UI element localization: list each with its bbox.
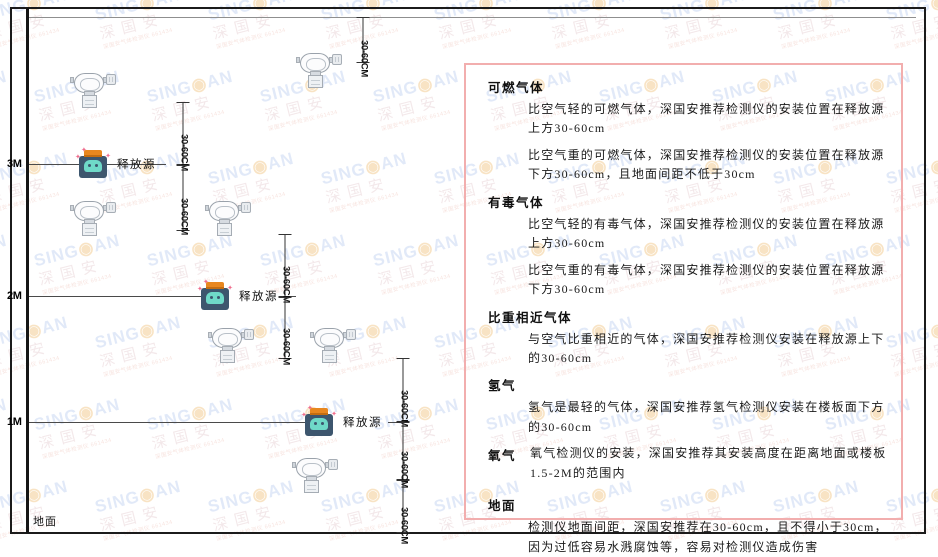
outer-frame [10,7,926,534]
gas-source-bottle-icon: ✦ ✦ ✦ [197,278,233,310]
axis-label-1m: 1M [7,416,22,428]
guidance-text: 检测仪地面间距，深国安推荐在30-60cm，且不得小于30cm，因为过低容易水溅… [528,520,888,554]
guidance-section-title: 可燃气体 [488,81,545,95]
guidance-section-title: 有毒气体 [488,195,545,210]
ceiling-line [26,17,916,18]
dimension-label: 30-60CM [280,328,292,365]
guidance-panel: 可燃气体比空气轻的可燃气体，深国安推荐检测仪的安装位置在释放源上方30-60cm… [464,63,903,554]
level-line-2m [26,296,216,297]
watermark-brand: SING◉AN [0,66,9,92]
dimension-ruler-3m-lower: 30-60CM [176,165,190,235]
guidance-section: 氧气 氧气检测仪的安装，深国安推荐其安装高度在距离地面或楼板1.5-2M的范围内 [480,444,893,483]
guidance-text: 比空气轻的可燃气体，深国安推荐检测仪的安装位置在释放源上方30-60cm [528,102,885,136]
release-source-3m: ✦ ✦ ✦ 释放源 [75,146,156,178]
gas-detector-icon [70,70,116,110]
guidance-section-title: 氧气 [488,449,517,464]
guidance-text: 氢气是最轻的气体，深国安推荐氢气检测仪安装在楼板面下方的30-60cm [528,400,885,434]
guidance-section: 有毒气体比空气轻的有毒气体，深国安推荐检测仪的安装位置在释放源上方30-60cm… [480,192,893,300]
guidance-section: 可燃气体比空气轻的可燃气体，深国安推荐检测仪的安装位置在释放源上方30-60cm… [480,77,893,185]
dimension-ruler-1m-lower: 30-60CM [396,480,410,543]
guidance-section-title: 地面 [488,499,517,514]
gas-detector-icon [310,325,356,365]
gas-source-bottle-icon: ✦ ✦ ✦ [75,146,111,178]
watermark-brand: SING◉AN [0,230,9,256]
axis-label-2m: 2M [7,290,22,302]
guidance-text: 比空气轻的有毒气体，深国安推荐检测仪的安装位置在释放源上方30-60cm [528,216,885,251]
release-source-2m: ✦ ✦ ✦ 释放源 [197,278,278,310]
dimension-label: 30-60CM [178,198,190,235]
dimension-label: 30-60CM [398,506,410,544]
release-source-label: 释放源 [343,417,382,429]
gas-detector-icon [296,50,342,90]
vertical-axis [26,8,29,533]
guidance-text: 与空气比重相近的气体，深国安推荐检测仪安装在释放源上下的30-60cm [528,331,885,365]
release-source-label: 释放源 [117,159,156,171]
dimension-ruler-3m-upper: 30-60CM [176,102,190,170]
guidance-section: 比重相近气体与空气比重相近的气体，深国安推荐检测仪安装在释放源上下的30-60c… [480,307,893,369]
dimension-ruler-ceiling: 30-60CM [356,17,370,77]
dimension-label: 30-60CM [358,40,370,77]
guidance-section: 地面 检测仪地面间距，深国安推荐在30-60cm，且不得小于30cm，因为过低容易… [480,495,893,557]
gas-source-bottle-icon: ✦ ✦ ✦ [301,404,337,436]
guidance-text: 氧气检测仪的安装，深国安推荐其安装高度在距离地面或楼板1.5-2M的范围内 [530,446,887,480]
gas-detector-icon [208,325,254,365]
guidance-text: 比空气重的有毒气体，深国安推荐检测仪的安装位置在释放源下方30-60cm [528,262,885,297]
level-line-1m [26,422,323,423]
guidance-panel-body: 可燃气体比空气轻的可燃气体，深国安推荐检测仪的安装位置在释放源上方30-60cm… [480,77,893,557]
gas-detector-icon [70,198,116,238]
axis-label-3m: 3M [7,158,22,170]
dimension-ruler-2m-upper: 30-60CM [278,234,292,302]
dimension-ruler-1m-upper: 30-60CM [396,358,410,427]
spacer [480,486,893,495]
dimension-ruler-2m-lower: 30-60CM [278,297,292,365]
dimension-ruler-1m-mid: 30-60CM [396,422,410,488]
guidance-section-title: 比重相近气体 [488,310,573,325]
gas-detector-icon [292,455,338,495]
release-source-1m: ✦ ✦ ✦ 释放源 [301,404,382,436]
guidance-text: 比空气重的可燃气体，深国安推荐检测仪的安装位置在释放源下方30-60cm，且地面… [528,147,885,182]
source-connector-1m [388,422,402,423]
ground-label: 地面 [33,516,57,528]
gas-detector-icon [205,198,251,238]
guidance-section: 氢气 氢气是最轻的气体，深国安推荐氢气检测仪安装在楼板面下方的30-60cm [480,375,893,437]
release-source-label: 释放源 [239,291,278,303]
guidance-section-title: 氢气 [488,379,517,394]
